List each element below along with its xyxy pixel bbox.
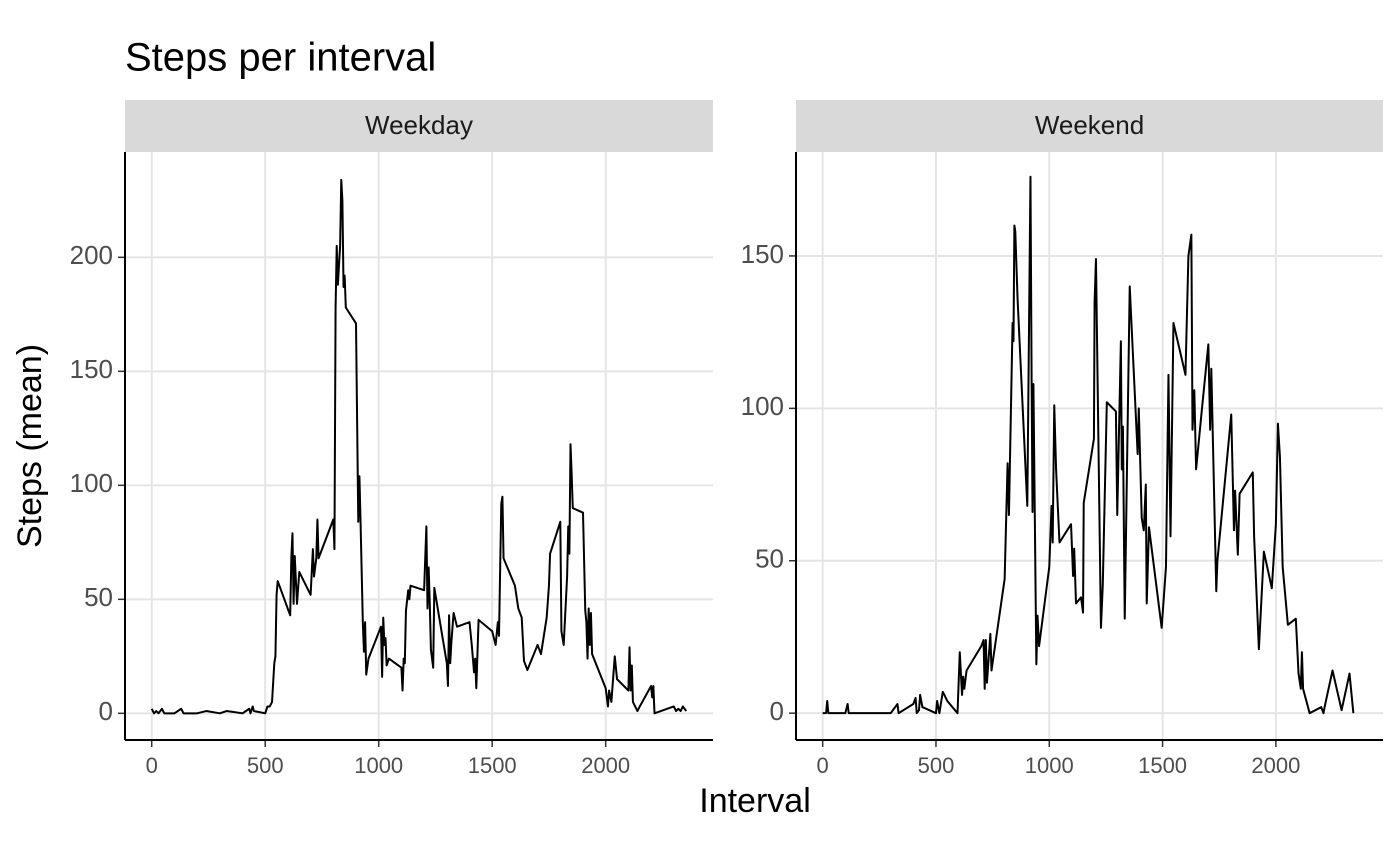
x-tick-label: 1500	[468, 753, 517, 778]
y-tick-label: 0	[770, 696, 784, 726]
data-line	[150, 178, 688, 715]
x-tick-label: 2000	[581, 753, 630, 778]
y-tick-label: 100	[741, 391, 784, 421]
x-tick-label: 1500	[1138, 753, 1187, 778]
chart-title: Steps per interval	[125, 36, 436, 80]
y-tick-label: 150	[70, 354, 113, 384]
y-tick-label: 50	[755, 544, 784, 574]
y-tick-label: 100	[70, 468, 113, 498]
facet-label: Weekend	[1035, 110, 1144, 140]
facet-label: Weekday	[365, 110, 473, 140]
data-line	[822, 175, 1355, 715]
facet-strip	[796, 100, 1383, 152]
y-tick-label: 0	[99, 696, 113, 726]
x-tick-label: 0	[817, 753, 829, 778]
x-tick-label: 1000	[1025, 753, 1074, 778]
x-axis-label: Interval	[699, 782, 811, 820]
y-axis-label: Steps (mean)	[11, 344, 49, 548]
facet-strip	[125, 100, 713, 152]
x-tick-label: 2000	[1251, 753, 1300, 778]
x-tick-label: 1000	[354, 753, 403, 778]
x-tick-label: 500	[918, 753, 955, 778]
x-tick-label: 500	[247, 753, 284, 778]
x-tick-label: 0	[146, 753, 158, 778]
y-tick-label: 200	[70, 240, 113, 270]
y-tick-label: 150	[741, 239, 784, 269]
y-tick-label: 50	[84, 582, 113, 612]
